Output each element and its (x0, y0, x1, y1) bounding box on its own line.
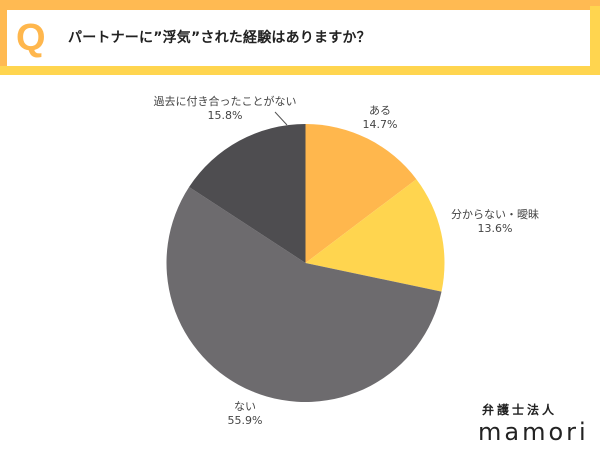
header-frame-left (0, 0, 7, 70)
q-icon: Q (16, 17, 46, 59)
label-value: 14.7% (362, 118, 398, 131)
pie-slice (166, 187, 442, 402)
pie-slice (305, 179, 445, 292)
pie-slice (305, 124, 417, 263)
leader-line (274, 111, 288, 126)
pie-slices (166, 123, 445, 402)
label-name: ない (234, 400, 256, 413)
question-title: パートナーに”浮気”された経験はありますか？ (68, 30, 371, 46)
header-inner (7, 10, 590, 66)
header-frame-bottom (0, 66, 600, 75)
label-no: ない 55.9% (210, 400, 280, 428)
label-value: 15.8% (207, 109, 243, 122)
label-yes: ある 14.7% (345, 104, 415, 132)
label-unsure: 分からない・曖昧 13.6% (440, 208, 550, 236)
label-value: 13.6% (477, 222, 513, 235)
header-frame-top (0, 0, 600, 10)
brand-name: mamori (478, 418, 589, 446)
pie-slice (189, 123, 306, 263)
label-name: 分からない・曖昧 (451, 208, 539, 221)
label-never-dated: 過去に付き合ったことがない 15.8% (140, 95, 310, 123)
label-name: 過去に付き合ったことがない (153, 95, 297, 108)
header-frame-right (590, 6, 600, 75)
label-name: ある (369, 104, 391, 117)
brand-logo: 弁護士法人 mamori (478, 402, 588, 446)
brand-subtitle: 弁護士法人 (482, 403, 558, 417)
question-header: Q パートナーに”浮気”された経験はありますか？ (0, 0, 600, 75)
label-value: 55.9% (227, 414, 263, 427)
